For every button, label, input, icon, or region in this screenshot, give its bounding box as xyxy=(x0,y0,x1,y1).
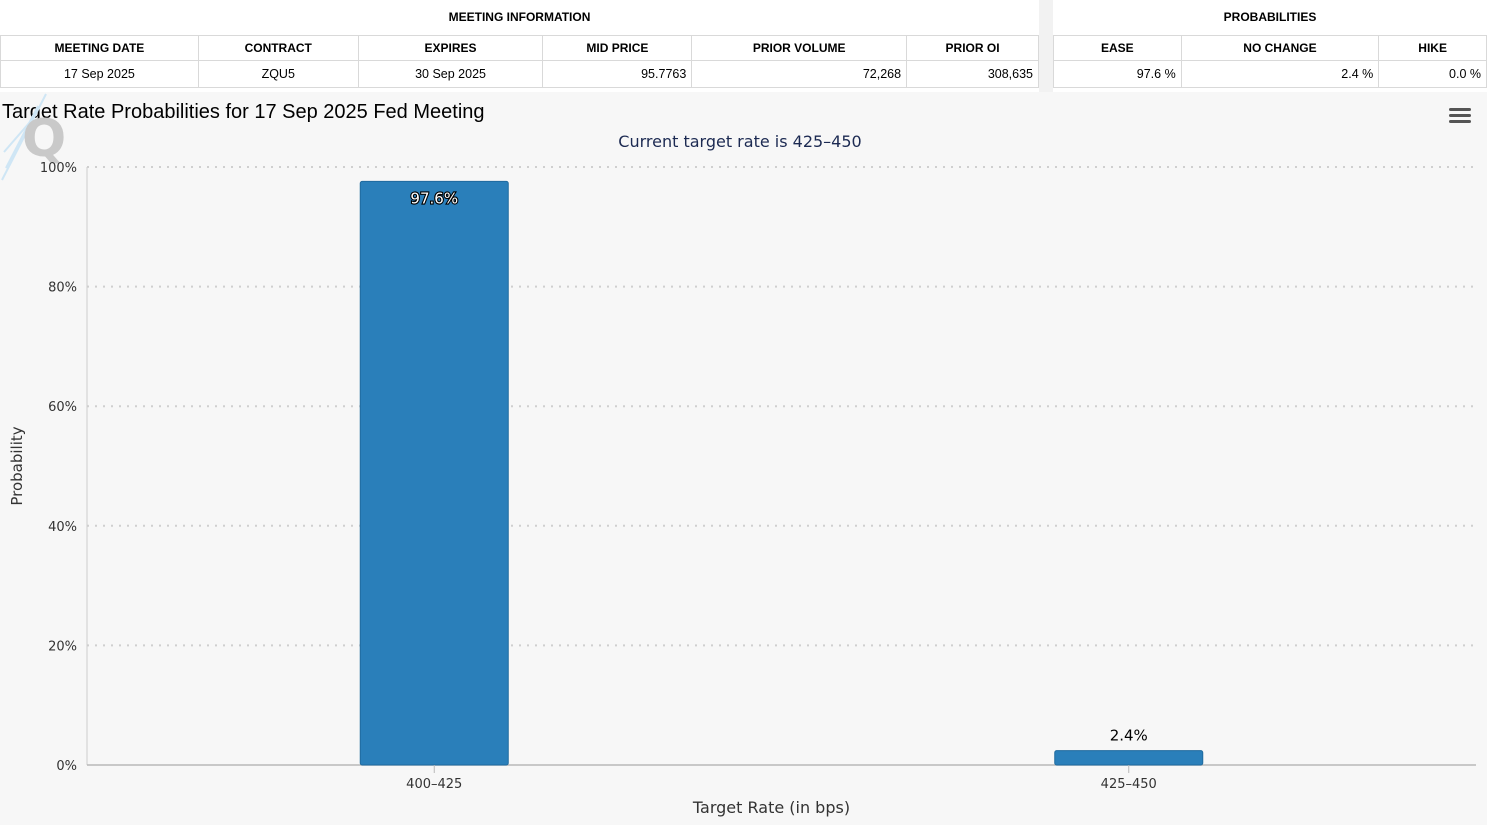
cell-prior-oi: 308,635 xyxy=(906,59,1039,88)
svg-text:Q: Q xyxy=(22,109,66,169)
bar xyxy=(359,180,509,766)
chart-title: Target Rate Probabilities for 17 Sep 202… xyxy=(2,101,485,123)
table-row: 97.6 % 2.4 % 0.0 % xyxy=(1053,59,1487,88)
cell-prior-volume: 72,268 xyxy=(691,59,908,88)
y-tick-label: 0% xyxy=(56,759,77,774)
plot-area: 0% 20% 40% 60% 80% 100% 400–425 97.6% 425–450 2.4… xyxy=(8,161,1476,817)
col-contract: CONTRACT xyxy=(197,34,359,61)
cell-no-change: 2.4 % xyxy=(1180,59,1380,88)
hamburger-menu-icon[interactable] xyxy=(1449,108,1471,126)
col-hike: HIKE xyxy=(1378,34,1487,61)
cell-hike: 0.0 % xyxy=(1378,59,1487,88)
table-row: 17 Sep 2025 ZQU5 30 Sep 2025 95.7763 72,… xyxy=(0,59,1039,88)
data-label: 97.6% xyxy=(410,189,458,207)
cell-expires: 30 Sep 2025 xyxy=(357,59,544,88)
x-tick-label: 400–425 xyxy=(406,777,462,792)
data-label: 2.4% xyxy=(1110,727,1148,745)
chart-subtitle: Current target rate is 425–450 xyxy=(618,132,862,151)
y-tick-label: 60% xyxy=(48,400,77,415)
probabilities-table: PROBABILITIES EASE NO CHANGE HIKE 97.6 %… xyxy=(1053,0,1487,88)
x-tick-label: 425–450 xyxy=(1101,777,1157,792)
bar xyxy=(1054,750,1204,766)
chart-container: Target Rate Probabilities for 17 Sep 202… xyxy=(0,92,1487,825)
table-gap xyxy=(1039,0,1053,92)
col-prior-volume: PRIOR VOLUME xyxy=(691,34,908,61)
meeting-info-title: MEETING INFORMATION xyxy=(0,0,1039,36)
y-tick-label: 40% xyxy=(48,520,77,535)
col-meeting-date: MEETING DATE xyxy=(0,34,199,61)
cell-mid-price: 95.7763 xyxy=(542,59,693,88)
y-tick-label: 20% xyxy=(48,639,77,654)
col-mid-price: MID PRICE xyxy=(542,34,693,61)
col-ease: EASE xyxy=(1053,34,1182,61)
cell-ease: 97.6 % xyxy=(1053,59,1182,88)
x-axis-title: Target Rate (in bps) xyxy=(692,798,850,817)
y-tick-label: 100% xyxy=(40,161,77,176)
q-logo-icon: Q xyxy=(1,93,66,181)
probabilities-title: PROBABILITIES xyxy=(1053,0,1487,36)
tables-area: MEETING INFORMATION MEETING DATE CONTRAC… xyxy=(0,0,1487,92)
col-expires: EXPIRES xyxy=(357,34,544,61)
cell-meeting-date: 17 Sep 2025 xyxy=(0,59,199,88)
meeting-info-table: MEETING INFORMATION MEETING DATE CONTRAC… xyxy=(0,0,1039,88)
y-tick-label: 80% xyxy=(48,281,77,296)
col-prior-oi: PRIOR OI xyxy=(906,34,1039,61)
col-no-change: NO CHANGE xyxy=(1180,34,1380,61)
cell-contract: ZQU5 xyxy=(197,59,359,88)
y-axis-title: Probability xyxy=(8,426,26,505)
